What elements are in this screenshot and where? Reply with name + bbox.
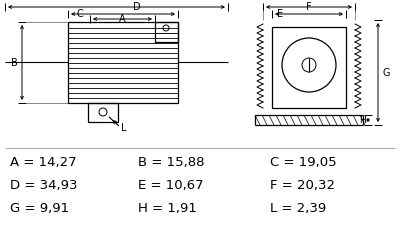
Text: L = 2,39: L = 2,39 (270, 201, 326, 214)
Text: D = 34,93: D = 34,93 (10, 179, 78, 191)
Text: D: D (133, 2, 140, 12)
Bar (68, 22, 178, 103)
Bar (272, 27, 346, 108)
Text: B: B (11, 58, 17, 67)
Text: A: A (119, 14, 126, 24)
Text: H: H (359, 116, 365, 124)
Text: C = 19,05: C = 19,05 (270, 155, 337, 169)
Text: E = 10,67: E = 10,67 (138, 179, 204, 191)
Text: B = 15,88: B = 15,88 (138, 155, 204, 169)
Text: F: F (306, 2, 312, 12)
Text: G: G (382, 67, 390, 77)
Text: E: E (277, 9, 283, 19)
Text: L: L (121, 123, 126, 133)
Text: C: C (77, 9, 83, 19)
Text: F = 20,32: F = 20,32 (270, 179, 335, 191)
Bar (88, 103, 118, 122)
Text: G = 9,91: G = 9,91 (10, 201, 69, 214)
Text: A = 14,27: A = 14,27 (10, 155, 77, 169)
Bar (155, 22, 178, 42)
Text: H = 1,91: H = 1,91 (138, 201, 197, 214)
